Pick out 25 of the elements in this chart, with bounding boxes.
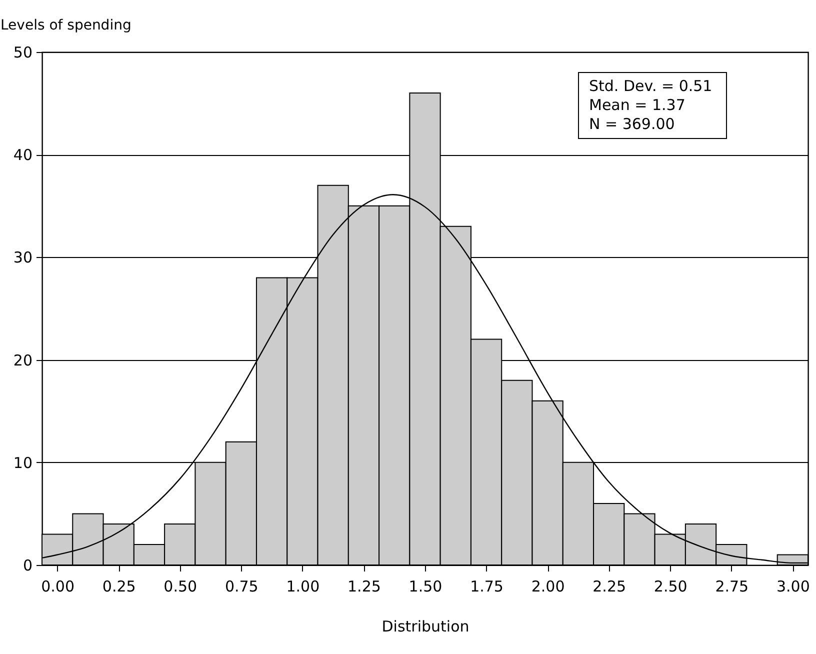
x-tick-label: 3.00 [776, 578, 810, 596]
x-tick-label: 2.75 [715, 578, 749, 596]
y-tick-label: 20 [13, 351, 32, 370]
annotation: Std. Dev. = 0.51 [589, 77, 712, 96]
annotation: N = 369.00 [589, 115, 676, 134]
x-tick-label: 0.50 [164, 578, 198, 596]
y-tick-label: 40 [13, 146, 32, 164]
annotation: Mean = 1.37 [589, 96, 686, 115]
x-tick-label: 1.25 [348, 578, 381, 596]
note-box: Std. Dev. = 0.51 Mean = 1.37 N = 369.00 [578, 72, 728, 139]
y-axis-title: Levels of spending [0, 18, 132, 34]
x-tick-label: 2.25 [592, 578, 626, 596]
y-tick-label: 30 [13, 248, 32, 267]
x-axis-title: Distribution [382, 618, 470, 636]
x-tick-label: 1.75 [470, 578, 504, 596]
x-tick-label: 1.50 [408, 578, 442, 596]
x-tick-label: 2.50 [654, 578, 688, 596]
x-tick-label: 0.75 [224, 578, 258, 596]
y-tick-label: 0 [22, 556, 32, 574]
x-tick-label: 0.00 [41, 578, 75, 596]
x-tick-label: 1.00 [286, 578, 320, 596]
y-tick-label: 50 [13, 44, 32, 62]
x-tick-label: 0.25 [102, 578, 136, 596]
y-tick-label: 10 [13, 454, 32, 472]
x-tick-label: 2.00 [531, 578, 565, 596]
